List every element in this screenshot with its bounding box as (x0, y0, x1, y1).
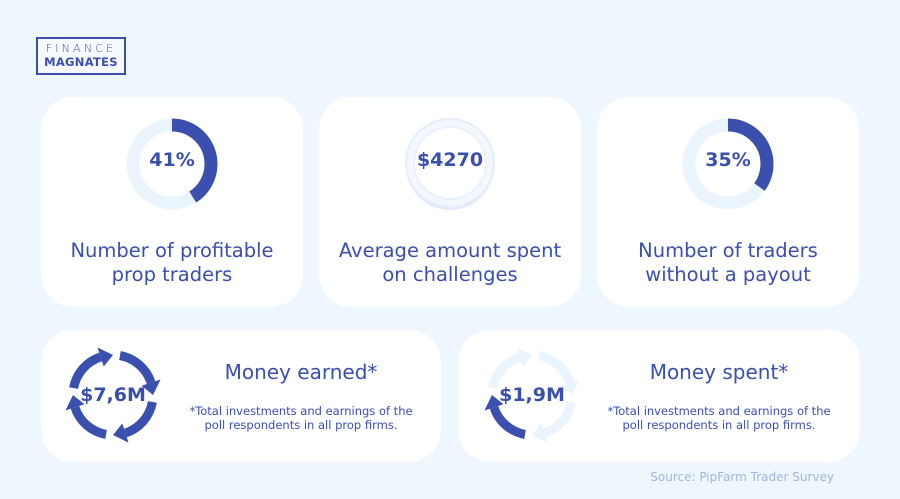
coin-circle-icon (405, 118, 495, 210)
money-spent-card: $1,9M Money spent* *Total investments an… (458, 330, 860, 462)
stat-value: 35% (705, 149, 751, 171)
stat-value: 41% (149, 149, 195, 171)
money-title: Money earned* (224, 360, 378, 384)
money-note: *Total investments and earnings of the po… (598, 404, 840, 432)
cycle-arrow-head (532, 423, 548, 443)
stat-title-line1: Number of traders (638, 239, 818, 262)
donut-chart-no-payout (682, 118, 774, 210)
stat-card-average-spent: $4270 Average amount spent on challenges (319, 97, 581, 307)
stat-title-line1: Number of profitable (70, 239, 274, 262)
logo-line1: FINANCE (45, 42, 117, 55)
coin-inner (413, 126, 487, 200)
stat-title-line2: prop traders (111, 263, 233, 286)
cycle-arrow-shaft (488, 352, 522, 390)
cycle-arrow-head (97, 347, 113, 367)
cycle-arrow-shaft (69, 352, 103, 390)
cycle-arrows-icon (65, 347, 161, 443)
stat-title: Number of profitable prop traders (41, 239, 303, 287)
stat-value: $4270 (416, 149, 484, 171)
stat-title-line2: without a payout (645, 263, 811, 286)
cycle-arrow-head (516, 347, 532, 367)
stat-title: Number of traders without a payout (597, 239, 859, 287)
cycle-arrow-head (560, 379, 580, 395)
money-value: $1,9M (499, 384, 565, 406)
cycle-arrow-head (484, 395, 504, 411)
note-line2: poll respondents in all prop firms. (204, 417, 398, 432)
cycle-arrow-shaft (70, 405, 108, 439)
stat-card-no-payout: 35% Number of traders without a payout (597, 97, 859, 307)
cycle-arrow-shaft (118, 351, 156, 385)
cycle-arrow-head (141, 379, 161, 395)
note-line1: *Total investments and earnings of the (607, 404, 831, 418)
donut-value-arc (682, 118, 774, 210)
stat-title: Average amount spent on challenges (319, 239, 581, 287)
note-line1: *Total investments and earnings of the (189, 404, 413, 418)
donut-value-arc (126, 118, 218, 210)
finance-magnates-logo: FINANCE MAGNATES (36, 37, 126, 75)
note-line2: poll respondents in all prop firms. (622, 417, 816, 432)
money-earned-card: $7,6M Money earned* *Total investments a… (41, 330, 441, 462)
cycle-arrow-head (65, 395, 85, 411)
cycle-arrow-shaft (123, 400, 157, 438)
money-title: Money spent* (649, 360, 789, 384)
cycle-arrow-shaft (489, 405, 527, 439)
cycle-arrow-shaft (542, 400, 576, 438)
source-note: Source: PipFarm Trader Survey (650, 470, 834, 484)
cycle-arrow-shaft (537, 351, 575, 385)
cycle-arrows-icon (484, 347, 580, 443)
stat-title-line2: on challenges (382, 263, 518, 286)
money-value: $7,6M (80, 384, 146, 406)
logo-line2: MAGNATES (44, 55, 118, 69)
stat-card-profitable: 41% Number of profitable prop traders (41, 97, 303, 307)
donut-chart-profitable (126, 118, 218, 210)
money-note: *Total investments and earnings of the po… (181, 404, 421, 432)
cycle-arrow-head (113, 423, 129, 443)
stat-title-line1: Average amount spent (338, 239, 562, 262)
